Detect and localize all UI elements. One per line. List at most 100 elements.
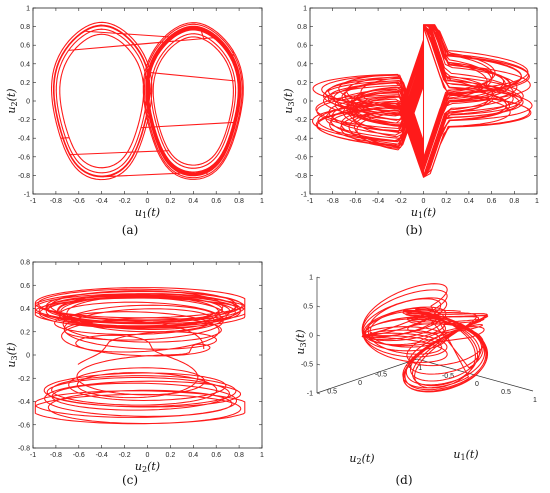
b-xtick-label: 0.6 [487, 198, 497, 205]
a-trajectory [50, 21, 244, 181]
panel-label-d: (d) [395, 473, 412, 487]
b-ytick-label: 0.6 [297, 43, 307, 50]
a-xtick-label: 0.6 [211, 198, 221, 205]
a-ytick-label: 0 [26, 99, 30, 106]
a-xtick-label: 0 [146, 198, 150, 205]
d-u1-label: u1(t) [453, 448, 478, 462]
d-u1tick-label: 0.5 [501, 389, 511, 396]
panel-a: -1 -0.8 -0.6 -0.4 -0.2 0 0.2 0.4 0.6 0.8 1 -1 -0.8 -0… [5, 6, 264, 221]
b-xtick-label: -1 [307, 198, 313, 205]
d-ztick-mark [316, 392, 321, 395]
panel-label-b: (b) [405, 223, 422, 237]
d-ztick-mark [316, 334, 321, 337]
b-ytick-label: 1 [303, 6, 307, 13]
c-ytick-label: 0.6 [20, 283, 30, 290]
d-ztick-label: -0.5 [301, 362, 313, 369]
a-ytick-label: -0.8 [18, 173, 30, 180]
a-ytick-label: 0.6 [20, 43, 30, 50]
d-ztick-label: 1 [309, 275, 313, 282]
d-zlabel: u3(t) [294, 329, 308, 354]
c-xtick-label: -0.4 [96, 452, 108, 459]
b-xtick-label: 0.4 [464, 198, 474, 205]
a-xlabel: u1(t) [135, 206, 160, 220]
b-ytick-label: -0.2 [295, 117, 307, 124]
d-u2tick-label: 0.5 [327, 389, 337, 396]
a-xtick-label: -0.4 [96, 198, 108, 205]
d-u1tick-label: -0.5 [442, 373, 454, 380]
b-xtick-label: 0 [422, 198, 426, 205]
c-xtick-label: 0.2 [166, 452, 176, 459]
c-xlabel: u2(t) [135, 460, 160, 474]
c-xtick-label: 0 [146, 452, 150, 459]
a-ytick-label: -1 [24, 192, 30, 199]
a-xtick-label: -0.6 [73, 198, 85, 205]
c-ytick-label: 0.8 [20, 260, 30, 267]
b-ytick-label: -0.4 [295, 136, 307, 143]
a-xtick-label: 0.2 [166, 198, 176, 205]
c-ytick-label: -0.6 [18, 422, 30, 429]
d-trajectory [361, 283, 489, 393]
a-ytick-label: -0.6 [18, 154, 30, 161]
a-xtick-label: 0.8 [234, 198, 244, 205]
panel-label-a: (a) [122, 223, 139, 237]
c-xtick-label: -0.2 [119, 452, 131, 459]
b-xtick-label: -0.2 [395, 198, 407, 205]
d-u2-label: u2(t) [349, 452, 374, 466]
c-xtick-label: 0.8 [234, 452, 244, 459]
panel-d: -1-0.500.510.50-0.5-1 -1-0.500.51u3(t)u2(… [294, 275, 537, 467]
b-xtick-label: 0.2 [441, 198, 451, 205]
d-u2tick-label: -0.5 [375, 372, 387, 379]
c-xtick-label: 0.4 [188, 452, 198, 459]
b-xtick-label: 0.8 [509, 198, 519, 205]
c-ytick-label: -0.4 [18, 399, 30, 406]
d-u1tick-label: -1 [416, 365, 422, 372]
b-xlabel: u1(t) [411, 206, 436, 220]
panel-label-c: (c) [122, 473, 138, 487]
c-xtick-label: -0.8 [50, 452, 62, 459]
c-xtick-label: -1 [30, 452, 36, 459]
c-ytick-label: -0.2 [18, 376, 30, 383]
panel-c: -1 -0.8 -0.6 -0.4 -0.2 0 0.2 0.4 0.6 0.8 1-0.8-0.6… [5, 260, 264, 475]
a-ytick-label: 1 [26, 6, 30, 13]
b-trajectory [311, 24, 533, 178]
d-u1tick-label: 1 [533, 397, 537, 404]
a-xtick-label: -0.2 [119, 198, 131, 205]
b-xtick-label: -0.6 [349, 198, 361, 205]
a-xtick-label: 0.4 [188, 198, 198, 205]
b-ytick-label: 0.8 [297, 24, 307, 31]
b-xtick-label: 1 [535, 198, 539, 205]
d-ztick-mark [316, 276, 321, 279]
b-ytick-label: -0.6 [295, 154, 307, 161]
c-ylabel: u3(t) [5, 342, 19, 367]
d-ztick-label: -1 [307, 391, 313, 398]
b-xtick-label: -0.8 [327, 198, 339, 205]
a-ytick-label: 0.2 [20, 80, 30, 87]
d-u2tick-label: 0 [358, 380, 362, 387]
a-xtick-label: -0.8 [50, 198, 62, 205]
d-ztick-mark [316, 305, 321, 308]
d-ztick-label: 0 [309, 333, 313, 340]
b-ytick-label: -0.8 [295, 173, 307, 180]
b-ylabel: u3(t) [282, 88, 296, 113]
d-ztick-mark [316, 363, 321, 366]
b-ytick-label: 0 [303, 99, 307, 106]
c-xtick-label: 0.6 [211, 452, 221, 459]
c-ytick-label: -0.8 [18, 446, 30, 453]
a-ytick-label: -0.2 [18, 117, 30, 124]
c-ytick-label: 0 [26, 353, 30, 360]
b-ytick-label: 0.4 [297, 61, 307, 68]
c-trajectory [34, 287, 246, 425]
a-xtick-label: -1 [30, 198, 36, 205]
a-ytick-label: 0.8 [20, 24, 30, 31]
c-ytick-label: 0.4 [20, 306, 30, 313]
b-xtick-label: -0.4 [372, 198, 384, 205]
d-u2-axis [316, 358, 418, 394]
c-xtick-label: -0.6 [73, 452, 85, 459]
a-xtick-label: 1 [260, 198, 264, 205]
c-xtick-label: 1 [260, 452, 264, 459]
b-ytick-label: -1 [301, 192, 307, 199]
a-ytick-label: 0.4 [20, 61, 30, 68]
panel-b: -1 -0.8 -0.6 -0.4 -0.2 0 0.2 0.4 0.6 0.8 1 -1 -0.8 -0… [282, 6, 539, 221]
a-ylabel: u2(t) [5, 88, 19, 113]
